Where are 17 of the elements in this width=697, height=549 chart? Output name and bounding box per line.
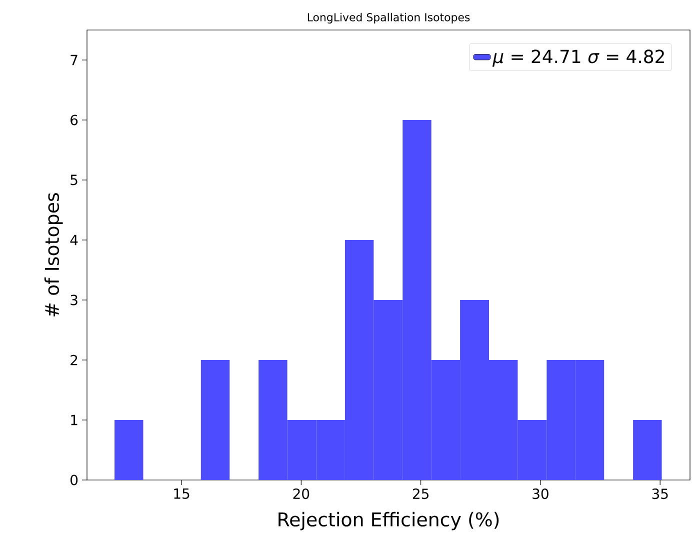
y-tick-label: 7 bbox=[70, 54, 78, 66]
y-tick-label: 2 bbox=[70, 354, 78, 366]
y-axis-title: # of Isotopes bbox=[44, 193, 63, 316]
y-tick-label: 5 bbox=[70, 174, 78, 186]
legend-label: μ = 24.71 σ = 4.82 bbox=[492, 50, 664, 67]
y-tick-label: 0 bbox=[70, 474, 78, 486]
x-tick-label: 20 bbox=[293, 488, 310, 500]
y-tick-label: 6 bbox=[70, 114, 78, 126]
y-tick-label: 3 bbox=[70, 294, 78, 306]
chart-title: LongLived Spallation Isotopes bbox=[308, 12, 470, 24]
x-tick-label: 25 bbox=[412, 488, 428, 500]
x-tick-label: 35 bbox=[652, 488, 668, 500]
x-axis-title: Rejection Efficiency (%) bbox=[278, 512, 499, 530]
y-tick-label: 4 bbox=[70, 234, 78, 246]
x-tick-label: 15 bbox=[174, 488, 190, 499]
y-tick-label: 1 bbox=[71, 414, 78, 426]
x-tick-label: 30 bbox=[532, 488, 548, 500]
